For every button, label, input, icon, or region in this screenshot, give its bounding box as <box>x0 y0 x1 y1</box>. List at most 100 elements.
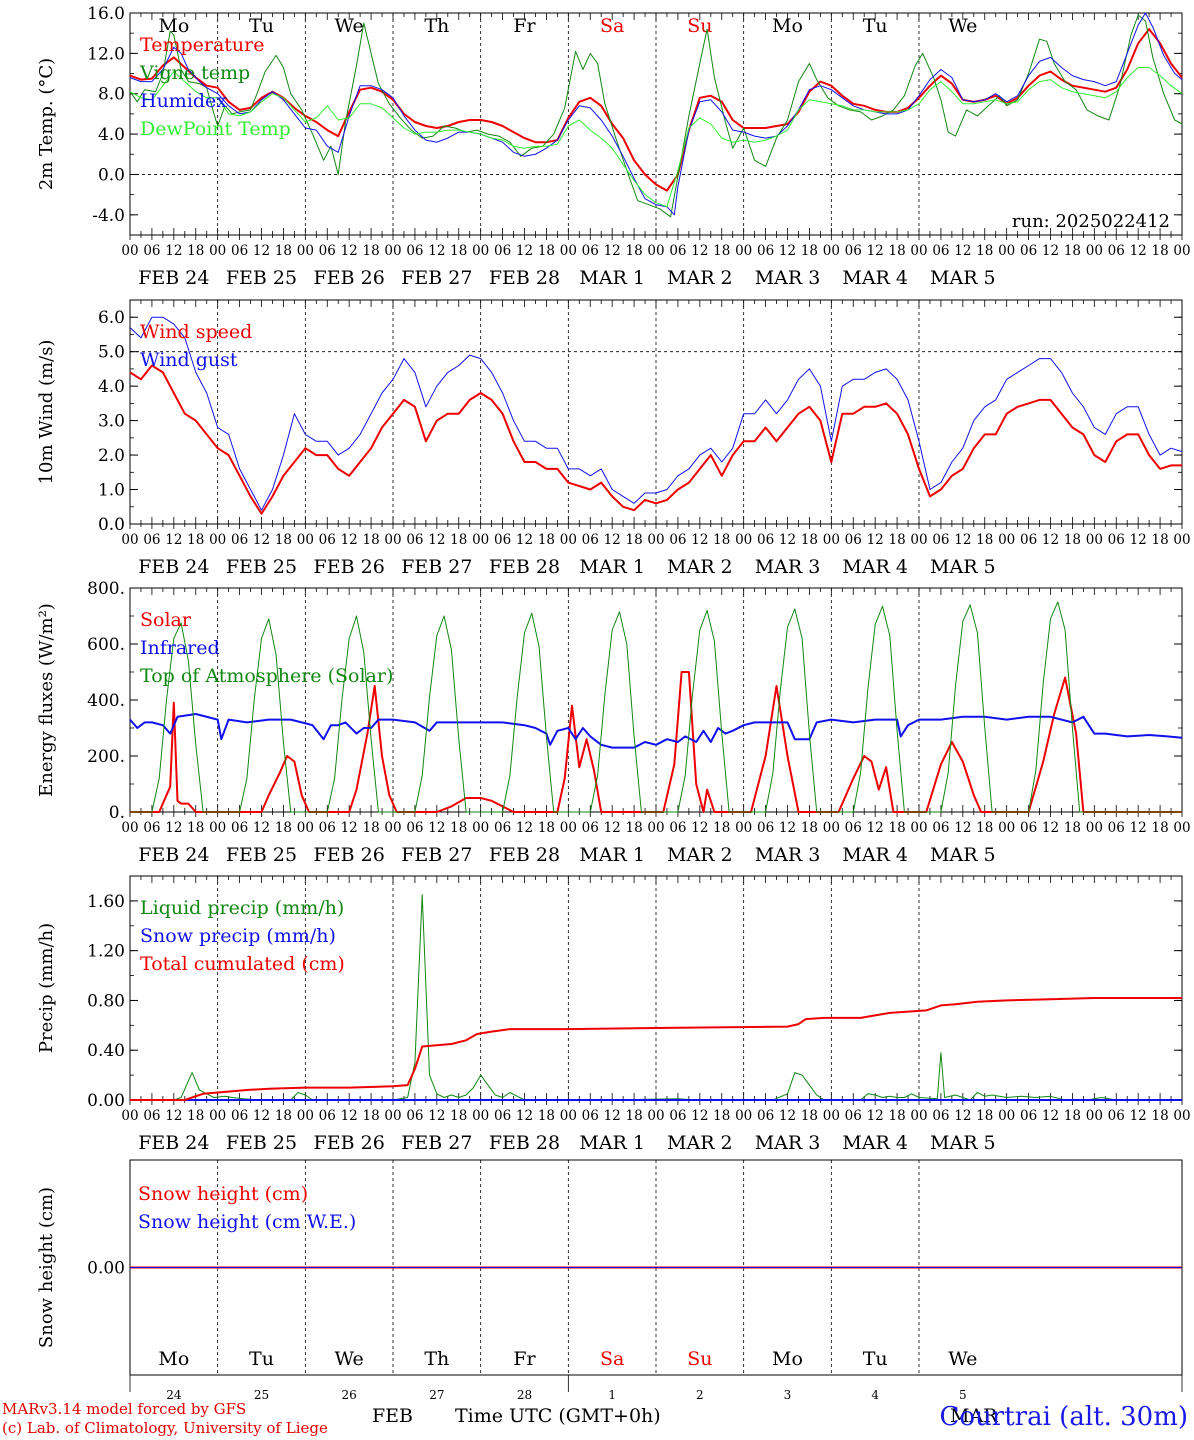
weekday-label: We <box>335 15 364 37</box>
legend-entry: Total cumulated (cm) <box>140 953 345 975</box>
x-hour-label: 18 <box>1064 1108 1081 1124</box>
x-hour-label: 06 <box>143 820 160 836</box>
x-hour-label: 12 <box>867 532 884 548</box>
legend-entry: Top of Atmosphere (Solar) <box>140 665 393 687</box>
day-number-label: 5 <box>959 1388 967 1402</box>
weekday-label: Tu <box>249 1348 274 1370</box>
x-hour-label: 06 <box>757 1108 774 1124</box>
x-day-label: MAR 3 <box>755 1132 821 1154</box>
x-hour-label: 00 <box>297 1108 314 1124</box>
x-day-label: MAR 1 <box>579 844 645 866</box>
x-hour-label: 12 <box>954 820 971 836</box>
x-hour-label: 06 <box>845 532 862 548</box>
x-hour-label: 06 <box>231 243 248 259</box>
panel-frame <box>129 587 1183 813</box>
x-hour-label: 18 <box>362 243 379 259</box>
x-hour-label: 06 <box>319 532 336 548</box>
x-day-label: FEB 27 <box>401 556 472 578</box>
day-number-label: 25 <box>254 1388 269 1402</box>
x-hour-label: 12 <box>691 243 708 259</box>
x-hour-label: 00 <box>647 1108 664 1124</box>
x-hour-label: 18 <box>187 820 204 836</box>
x-hour-label: 12 <box>253 243 270 259</box>
legend-entry: DewPoint Temp <box>140 118 291 140</box>
weekday-label: Fr <box>513 15 536 37</box>
x-hour-label: 06 <box>669 532 686 548</box>
x-hour-label: 18 <box>888 243 905 259</box>
x-hour-label: 06 <box>1020 532 1037 548</box>
x-hour-label: 12 <box>779 820 796 836</box>
x-hour-label: 00 <box>560 820 577 836</box>
x-hour-label: 18 <box>450 1108 467 1124</box>
x-hour-label: 12 <box>428 1108 445 1124</box>
month-label-mar: MAR <box>950 1405 998 1427</box>
x-hour-label: 12 <box>954 243 971 259</box>
x-hour-label: 12 <box>691 532 708 548</box>
x-hour-label: 18 <box>713 532 730 548</box>
x-hour-label: 18 <box>713 243 730 259</box>
panel-energy: 0. 200. 400. 600. 800. Energy fluxes (W/m²) 00… <box>36 579 1191 866</box>
x-hour-label: 12 <box>165 1108 182 1124</box>
y-tick-label: 5.0 <box>98 343 125 363</box>
x-hour-label: 00 <box>910 532 927 548</box>
day-number-label: 4 <box>871 1388 879 1402</box>
x-hour-label: 18 <box>1151 820 1168 836</box>
x-day-label: FEB 24 <box>138 844 209 866</box>
x-hour-label: 06 <box>932 243 949 259</box>
x-hour-label: 12 <box>604 1108 621 1124</box>
day-number-label: 28 <box>517 1388 532 1402</box>
y-tick-label: 800. <box>87 579 125 599</box>
x-hour-label: 18 <box>713 1108 730 1124</box>
x-hour-label: 12 <box>779 243 796 259</box>
x-day-label: MAR 2 <box>667 1132 733 1154</box>
y-tick-label: 1.0 <box>98 481 125 501</box>
x-hour-label: 06 <box>1108 1108 1125 1124</box>
x-hour-label: 12 <box>1130 820 1147 836</box>
x-hour-label: 18 <box>625 1108 642 1124</box>
series-line <box>129 364 1182 515</box>
x-hour-label: 06 <box>143 532 160 548</box>
day-number-label: 2 <box>696 1388 704 1402</box>
weekday-label: Fr <box>513 1348 536 1370</box>
y-tick-label: 0.00 <box>87 1259 125 1279</box>
x-hour-label: 06 <box>319 1108 336 1124</box>
x-day-label: FEB 24 <box>138 556 209 578</box>
series-line <box>129 67 1183 208</box>
x-day-label: FEB 25 <box>226 844 297 866</box>
x-hour-label: 00 <box>998 1108 1015 1124</box>
x-day-label: MAR 1 <box>579 556 645 578</box>
x-hour-label: 18 <box>275 820 292 836</box>
x-day-label: MAR 5 <box>930 1132 996 1154</box>
x-hour-label: 00 <box>823 820 840 836</box>
x-hour-label: 12 <box>165 532 182 548</box>
x-hour-label: 06 <box>1108 532 1125 548</box>
x-day-label: MAR 3 <box>755 556 821 578</box>
x-hour-label: 12 <box>1042 532 1059 548</box>
x-hour-label: 00 <box>735 243 752 259</box>
x-hour-label: 06 <box>1020 1108 1037 1124</box>
x-day-label: FEB 28 <box>489 1132 560 1154</box>
y-tick-label: 0.0 <box>98 165 125 185</box>
x-day-label: FEB 25 <box>226 267 297 289</box>
x-hour-label: 12 <box>954 532 971 548</box>
x-hour-label: 00 <box>910 1108 927 1124</box>
y-axis-label: Energy fluxes (W/m²) <box>36 603 57 797</box>
day-number-label: 24 <box>166 1388 182 1402</box>
y-tick-label: 0.80 <box>87 991 125 1011</box>
y-tick-label: 0.00 <box>87 1091 125 1111</box>
legend-entry: Humidex <box>140 90 227 112</box>
x-hour-label: 18 <box>275 532 292 548</box>
x-hour-label: 06 <box>669 820 686 836</box>
y-tick-label: 6.0 <box>98 308 125 328</box>
month-label-feb: FEB <box>372 1405 414 1427</box>
x-hour-label: 18 <box>362 532 379 548</box>
x-hour-label: 06 <box>494 820 511 836</box>
x-hour-label: 06 <box>757 243 774 259</box>
x-hour-label: 00 <box>121 820 138 836</box>
x-hour-label: 00 <box>735 532 752 548</box>
x-hour-label: 00 <box>647 820 664 836</box>
x-hour-label: 12 <box>1042 1108 1059 1124</box>
x-hour-label: 12 <box>1042 243 1059 259</box>
